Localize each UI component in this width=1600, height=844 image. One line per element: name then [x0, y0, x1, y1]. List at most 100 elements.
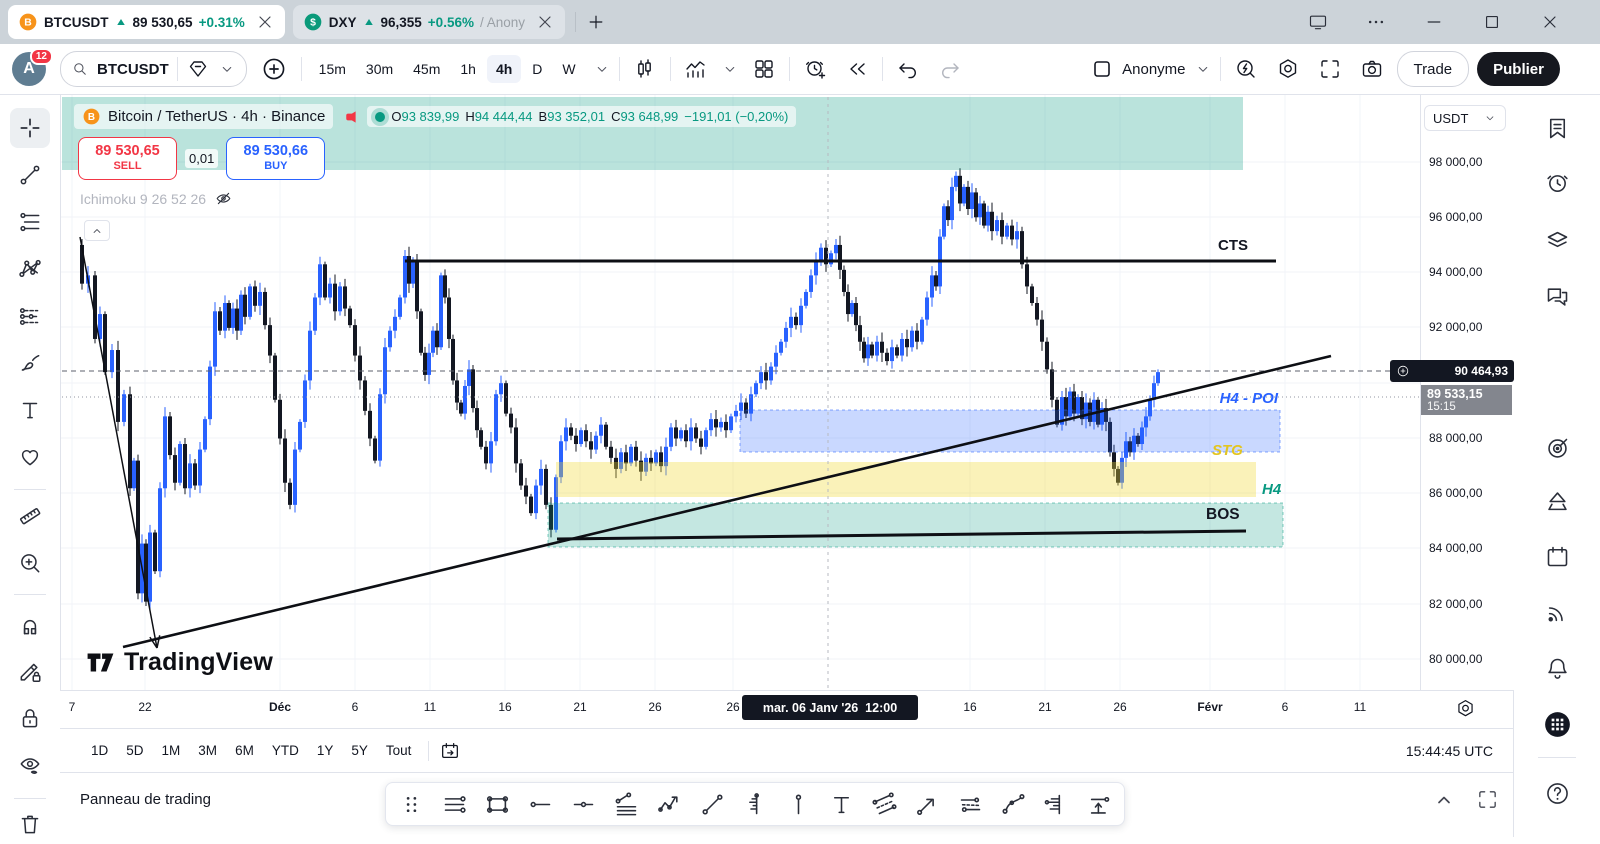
avatar[interactable]: A 12: [12, 48, 53, 86]
panel-maximize-icon[interactable]: [1476, 788, 1499, 811]
tool-drag-handle[interactable]: [396, 789, 426, 819]
win-close-icon[interactable]: [1540, 12, 1560, 32]
chart-type-icon[interactable]: [628, 52, 662, 86]
tool-zoom-in[interactable]: [10, 543, 50, 583]
go-to-date-icon[interactable]: [439, 740, 461, 762]
tool-magnet[interactable]: [10, 605, 50, 645]
tool-text[interactable]: [10, 390, 50, 430]
range-6M[interactable]: 6M: [235, 743, 254, 758]
tool-xabcd-pattern[interactable]: [10, 249, 50, 289]
range-Tout[interactable]: Tout: [385, 743, 412, 758]
tool-horizontal-line[interactable]: [525, 789, 555, 819]
tab-dxy[interactable]: $ DXY 96,355 +0.56% / Anony: [292, 5, 566, 39]
time-axis[interactable]: mar. 06 Janv '26 12:00 7 22 Déc 6 11 16 21 26 26…: [60, 690, 1513, 729]
tool-forecast[interactable]: [10, 296, 50, 336]
timeframe-30m[interactable]: 30m: [365, 61, 394, 77]
label-cts[interactable]: CTS: [1218, 237, 1248, 254]
range-1M[interactable]: 1M: [161, 743, 181, 758]
tool-disjoint-channel[interactable]: [955, 789, 985, 819]
tool-hide-drawings[interactable]: [10, 745, 50, 785]
tool-parallel-channel[interactable]: [869, 789, 899, 819]
quick-search-icon[interactable]: [1229, 52, 1263, 86]
snapshot-icon[interactable]: [1355, 52, 1389, 86]
add-alert-plus-icon[interactable]: [1396, 364, 1410, 378]
tool-streams[interactable]: [1537, 592, 1577, 632]
tab-btcusdt[interactable]: B BTCUSDT 89 530,65 +0.31%: [8, 5, 285, 39]
tool-cross-line[interactable]: [568, 789, 598, 819]
tool-watchlist[interactable]: [1537, 108, 1577, 148]
ellipsis-icon[interactable]: [1366, 12, 1386, 32]
tool-help[interactable]: [1537, 773, 1577, 813]
buy-button[interactable]: 89 530,66 BUY: [226, 137, 326, 180]
layout-square-icon[interactable]: [1090, 57, 1114, 81]
tool-projection[interactable]: [1084, 789, 1114, 819]
tab-close-icon[interactable]: [535, 12, 555, 32]
fullscreen-icon[interactable]: [1313, 52, 1347, 86]
tool-drawing-lock[interactable]: [10, 652, 50, 692]
alert-icon[interactable]: [798, 52, 832, 86]
win-min-icon[interactable]: [1424, 12, 1444, 32]
tool-rect-anchors[interactable]: [482, 789, 512, 819]
range-3M[interactable]: 3M: [198, 743, 218, 758]
tool-vertical-line[interactable]: [783, 789, 813, 819]
tool-alerts[interactable]: [1537, 163, 1577, 203]
tool-volume-profile[interactable]: [1041, 789, 1071, 819]
publish-button[interactable]: Publier: [1477, 52, 1560, 86]
quantity-field[interactable]: 0,01: [185, 149, 219, 168]
currency-selector[interactable]: USDT: [1424, 105, 1506, 131]
win-max-icon[interactable]: [1482, 12, 1502, 32]
range-1Y[interactable]: 1Y: [316, 743, 334, 758]
tool-layers[interactable]: [1537, 220, 1577, 260]
range-5Y[interactable]: 5Y: [351, 743, 368, 758]
symbol-search[interactable]: BTCUSDT: [60, 51, 247, 87]
tool-apps-grid[interactable]: [1537, 704, 1577, 744]
add-tab-icon[interactable]: [586, 12, 606, 32]
tool-flat-channel[interactable]: [611, 789, 641, 819]
label-stg[interactable]: STG: [1212, 442, 1243, 459]
timeframe-45m[interactable]: 45m: [413, 61, 441, 77]
tool-crosshair[interactable]: [10, 108, 50, 148]
indicator-row[interactable]: Ichimoku 9 26 52 26: [80, 189, 233, 208]
compare-add-icon[interactable]: [255, 50, 293, 88]
range-YTD[interactable]: YTD: [271, 743, 299, 758]
indicators-chevron-icon[interactable]: [721, 60, 739, 78]
timeframe-15m[interactable]: 15m: [318, 61, 346, 77]
timeframe-chevron-icon[interactable]: [593, 60, 611, 78]
sell-button[interactable]: 89 530,65 SELL: [78, 137, 177, 180]
timeframe-W[interactable]: W: [562, 61, 576, 77]
tool-curve[interactable]: [998, 789, 1028, 819]
layout-name[interactable]: Anonyme: [1122, 60, 1186, 78]
tool-fib-lines[interactable]: [10, 202, 50, 242]
layout-chevron-icon[interactable]: [1194, 60, 1212, 78]
tool-chat[interactable]: [1537, 276, 1577, 316]
tool-brush[interactable]: [10, 343, 50, 383]
layout-grid-icon[interactable]: [747, 52, 781, 86]
tool-wave[interactable]: [654, 789, 684, 819]
timeframe-1h[interactable]: 1h: [460, 61, 476, 77]
trade-button[interactable]: Trade: [1396, 51, 1470, 87]
tool-bell[interactable]: [1537, 648, 1577, 688]
flag-icon[interactable]: [341, 108, 359, 126]
eye-off-icon[interactable]: [214, 189, 233, 208]
label-h4[interactable]: H4: [1262, 481, 1282, 498]
tool-scanner[interactable]: [1537, 428, 1577, 468]
indicators-icon[interactable]: [679, 52, 713, 86]
tool-text-tool[interactable]: [826, 789, 856, 819]
display-icon[interactable]: [1308, 12, 1328, 32]
tool-lock-all[interactable]: [10, 698, 50, 738]
legend-collapse-button[interactable]: [84, 220, 110, 241]
tool-calendar[interactable]: [1537, 536, 1577, 576]
replay-icon[interactable]: [840, 52, 874, 86]
axis-settings-icon[interactable]: [1455, 698, 1476, 719]
tool-trend-line2[interactable]: [697, 789, 727, 819]
clock[interactable]: 15:44:45 UTC: [1405, 742, 1493, 759]
tool-ruler[interactable]: [10, 496, 50, 536]
timeframe-D[interactable]: D: [532, 61, 543, 77]
redo-icon[interactable]: [933, 52, 967, 86]
undo-icon[interactable]: [891, 52, 925, 86]
range-1D[interactable]: 1D: [91, 743, 109, 758]
tool-arrow-tool[interactable]: [912, 789, 942, 819]
tool-bars-pattern[interactable]: [740, 789, 770, 819]
crosshair-price-label[interactable]: 90 464,93: [1390, 360, 1514, 382]
trading-panel-title[interactable]: Panneau de trading: [80, 791, 211, 808]
